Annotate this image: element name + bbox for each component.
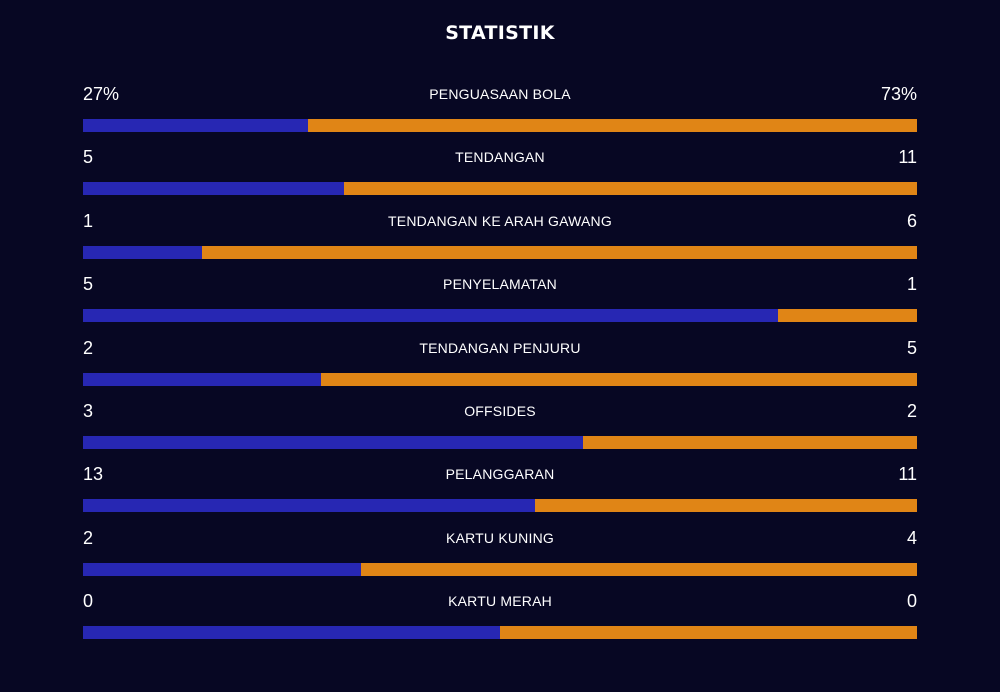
panel-title: STATISTIK: [445, 22, 555, 44]
stat-label: KARTU MERAH: [448, 593, 552, 610]
away-bar-segment: [343, 182, 917, 196]
stat-label: TENDANGAN KE ARAH GAWANG: [388, 212, 612, 229]
away-bar-segment: [202, 245, 917, 259]
stat-label: PENYELAMATAN: [443, 276, 557, 293]
stat-row: 1 TENDANGAN KE ARAH GAWANG 6: [83, 206, 917, 269]
home-bar-segment: [83, 245, 203, 259]
comparison-bar: [83, 435, 917, 449]
away-value: 11: [898, 147, 917, 168]
home-bar-segment: [83, 372, 322, 386]
away-bar-segment: [777, 309, 917, 323]
home-value: 1: [83, 210, 94, 231]
stat-row: 13 PELANGGARAN 11: [83, 459, 917, 522]
home-value: 3: [83, 400, 94, 421]
stat-label: PENGUASAAN BOLA: [429, 86, 571, 102]
comparison-bar: [83, 119, 917, 132]
stat-label: PELANGGARAN: [445, 466, 555, 483]
away-value: 1: [906, 274, 917, 295]
away-value: 0: [906, 591, 917, 612]
away-bar-segment: [308, 119, 917, 132]
away-bar-segment: [360, 562, 917, 576]
away-bar-segment: [321, 372, 917, 386]
away-value: 5: [906, 337, 917, 358]
away-value: 11: [898, 464, 917, 485]
home-value: 2: [83, 337, 94, 358]
stat-label: OFFSIDES: [464, 402, 536, 419]
home-bar-segment: [83, 499, 535, 513]
stat-label: KARTU KUNING: [446, 529, 554, 546]
comparison-bar: [83, 182, 917, 196]
home-value: 27%: [83, 84, 120, 104]
stat-row: 5 PENYELAMATAN 1: [83, 269, 917, 332]
away-bar-segment: [534, 499, 917, 513]
stat-label: TENDANGAN PENJURU: [419, 339, 581, 356]
home-bar-segment: [83, 309, 778, 323]
away-value: 2: [906, 400, 917, 421]
stat-row: 5 TENDANGAN 11: [83, 142, 917, 205]
stat-row: 3 OFFSIDES 2: [83, 396, 917, 459]
home-value: 0: [83, 591, 94, 612]
home-bar-segment: [83, 119, 309, 132]
comparison-bar: [83, 562, 917, 576]
comparison-bar: [83, 626, 917, 640]
stat-row: 2 TENDANGAN PENJURU 5: [83, 333, 917, 396]
stat-list: 27% PENGUASAAN BOLA 73% 5 TENDANGAN 11 1 TENDAN…: [83, 79, 917, 650]
home-bar-segment: [83, 562, 361, 576]
home-value: 13: [83, 464, 104, 485]
home-bar-segment: [83, 182, 344, 196]
away-value: 4: [906, 527, 917, 548]
away-value: 6: [906, 210, 917, 231]
home-bar-segment: [83, 435, 584, 449]
away-value: 73%: [880, 84, 917, 104]
comparison-bar: [83, 499, 917, 513]
home-value: 5: [83, 147, 94, 168]
home-value: 2: [83, 527, 94, 548]
home-value: 5: [83, 274, 94, 295]
stat-label: TENDANGAN: [455, 149, 545, 166]
stat-row: 0 KARTU MERAH 0: [83, 586, 917, 649]
comparison-bar: [83, 372, 917, 386]
away-bar-segment: [500, 626, 917, 640]
stat-row: 2 KARTU KUNING 4: [83, 523, 917, 586]
comparison-bar: [83, 309, 917, 323]
home-bar-segment: [83, 626, 500, 640]
comparison-bar: [83, 245, 917, 259]
away-bar-segment: [583, 435, 917, 449]
stat-row: 27% PENGUASAAN BOLA 73%: [83, 79, 917, 142]
